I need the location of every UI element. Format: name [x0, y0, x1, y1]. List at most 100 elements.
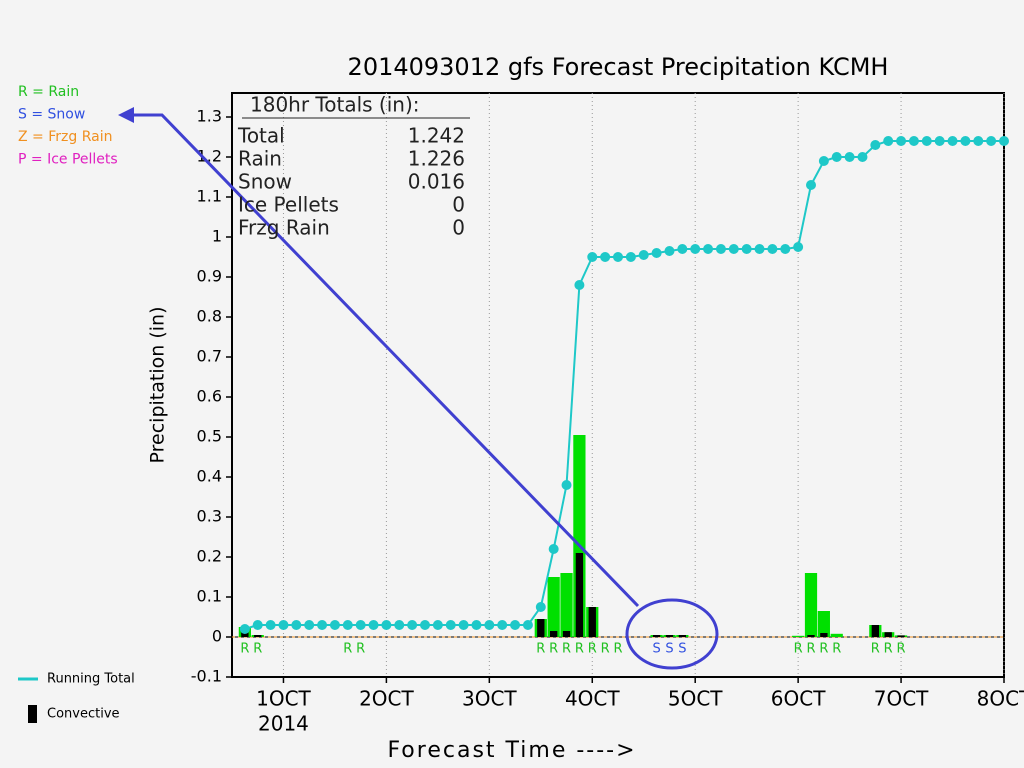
- arrow-head: [118, 107, 134, 123]
- running-total-point: [767, 244, 778, 254]
- running-total-point: [870, 140, 881, 150]
- plot-area: -0.1 0 0.1 0.2 0.3 0.4 0.5 0.6 0.7 0.8 0.9 1 1.1 1.2 1…: [191, 92, 1024, 736]
- running-total-point: [600, 252, 611, 262]
- precip-type-mark: S: [665, 642, 673, 657]
- x-tick-label: 1OCT: [256, 687, 311, 711]
- convective-bar: [678, 635, 687, 637]
- running-total-point: [986, 136, 997, 146]
- x-tick-label: 7OCT: [874, 687, 929, 711]
- x-axis-label: Forecast Time ---->: [387, 738, 636, 763]
- legend-item: Z = Frzg Rain: [18, 129, 112, 145]
- convective-bar: [562, 631, 571, 637]
- running-total-point: [368, 620, 379, 630]
- totals-label: Frzg Rain: [238, 216, 330, 240]
- running-total-point: [342, 620, 353, 630]
- precip-type-mark: R: [794, 642, 803, 657]
- precip-bar: [830, 633, 843, 637]
- precip-type-mark: R: [575, 642, 584, 657]
- running-total-point: [252, 620, 263, 630]
- convective-bar: [871, 625, 880, 637]
- precip-type-mark: R: [884, 642, 893, 657]
- convective-bar: [588, 607, 596, 637]
- precip-type-mark: R: [806, 642, 815, 657]
- running-total-point: [317, 620, 328, 630]
- running-total-point: [818, 156, 829, 166]
- precip-bar: [547, 577, 560, 637]
- totals-value: 0: [452, 193, 465, 217]
- legend-item: P = Ice Pellets: [18, 152, 118, 168]
- running-total-point: [973, 136, 984, 146]
- running-total-point: [613, 252, 623, 262]
- running-total-point: [728, 244, 739, 254]
- totals-value: 0: [452, 216, 465, 240]
- convective-bar: [820, 633, 828, 637]
- running-total-point: [896, 136, 907, 146]
- precip-type-mark: R: [549, 642, 558, 657]
- convective-bar: [807, 635, 815, 637]
- running-total-point: [484, 620, 495, 630]
- y-tick-label: 0.7: [197, 347, 222, 366]
- precip-type-mark: R: [240, 642, 249, 657]
- running-total-point: [432, 620, 443, 630]
- precip-type-mark: R: [356, 642, 365, 657]
- plot-frame: [231, 92, 1005, 678]
- x-tick-label: 8OCT: [977, 687, 1024, 711]
- y-tick-label: 0.1: [197, 587, 222, 606]
- y-tick-label: 1: [212, 227, 222, 246]
- running-total-point: [381, 620, 392, 630]
- running-total-point: [239, 624, 250, 634]
- x-tick-label: 5OCT: [668, 687, 723, 711]
- running-total-point: [625, 252, 636, 262]
- y-tick-label: 0.3: [197, 507, 222, 526]
- x-tick-label: 4OCT: [565, 687, 620, 711]
- legend-item: Running Total: [47, 672, 135, 687]
- running-total-point: [574, 280, 585, 290]
- y-tick-label: 0.5: [197, 427, 222, 446]
- running-total-point: [921, 136, 932, 146]
- running-total-point: [908, 136, 919, 146]
- running-total-point: [793, 242, 804, 252]
- y-tick-label: 0.6: [197, 387, 222, 406]
- precip-type-mark: S: [652, 642, 660, 657]
- precip-type-mark: R: [536, 642, 545, 657]
- legend-item: S = Snow: [18, 107, 85, 123]
- totals-value: 1.226: [408, 147, 465, 171]
- running-total-point: [857, 152, 868, 162]
- running-total-point: [304, 620, 315, 630]
- legend-swatch: [28, 705, 37, 723]
- chart-title: 2014093012 gfs Forecast Precipitation KC…: [348, 53, 889, 81]
- totals-label: Ice Pellets: [238, 193, 339, 217]
- precip-type-mark: R: [343, 642, 352, 657]
- arrow-line: [128, 113, 640, 608]
- precip-type-mark: S: [678, 642, 686, 657]
- running-total-line: [244, 140, 1004, 630]
- running-total-point: [651, 248, 662, 258]
- running-total-point: [999, 136, 1009, 146]
- y-tick-label: 1.3: [197, 107, 222, 126]
- running-total-point: [471, 620, 482, 630]
- running-total-point: [806, 180, 816, 190]
- running-total-point: [664, 246, 675, 256]
- totals-label: Total: [237, 124, 285, 148]
- x-tick-label: 2OCT: [359, 687, 414, 711]
- totals-label: Rain: [238, 147, 282, 171]
- running-total-point: [883, 136, 894, 146]
- running-total-point: [703, 244, 714, 254]
- running-total-point: [947, 136, 958, 146]
- y-tick-label: 0: [212, 627, 222, 646]
- running-total-point: [355, 620, 366, 630]
- y-tick-label: 0.8: [197, 307, 222, 326]
- running-total-point: [561, 480, 572, 490]
- running-total-point: [445, 620, 456, 630]
- running-total-point: [677, 244, 688, 254]
- precip-bar: [792, 635, 805, 637]
- precip-bar: [560, 573, 573, 637]
- running-total-point: [715, 244, 726, 254]
- running-total-point: [291, 620, 302, 630]
- precip-type-mark: R: [601, 642, 610, 657]
- precip-type-mark: R: [819, 642, 828, 657]
- running-total-point: [329, 620, 340, 630]
- running-total-point: [587, 252, 598, 262]
- y-tick-label: 0.9: [197, 267, 222, 286]
